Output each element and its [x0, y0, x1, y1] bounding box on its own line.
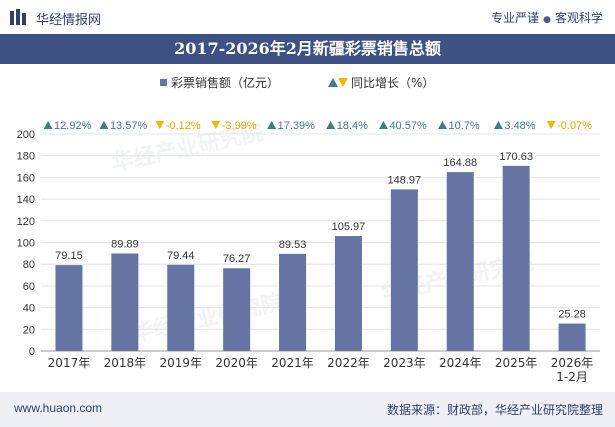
y-tick-label: 100 [17, 238, 35, 250]
bar-value-label: 170.63 [499, 151, 533, 163]
bar [446, 172, 474, 351]
x-tick-label: 2025年 [495, 356, 538, 370]
slogan: 专业严谨 ● 客观科学 [491, 9, 603, 26]
bar [279, 253, 307, 351]
y-tick-label: 140 [17, 194, 35, 206]
y-tick-label: 60 [23, 281, 35, 293]
growth-up-triangle-icon [43, 121, 53, 129]
growth-up-triangle-icon [326, 121, 336, 129]
chart-title: 2017-2026年2月新疆彩票销售总额 [174, 39, 441, 58]
bar-value-label: 89.53 [279, 239, 307, 251]
footer-bar: www.huaon.com 数据来源：财政部，华经产业研究院整理 [0, 392, 615, 427]
chart-legend: 彩票销售额（亿元） 同比增长（%） [0, 74, 615, 94]
bar-value-label: 79.15 [55, 250, 83, 262]
brand-logo-icon [10, 9, 26, 25]
growth-label: -0.12% [166, 120, 201, 132]
bar [167, 264, 195, 351]
footer-site: www.huaon.com [14, 401, 103, 415]
growth-up-triangle-icon [99, 121, 109, 129]
bar-value-label: 76.27 [223, 253, 251, 265]
y-tick-label: 0 [29, 346, 35, 358]
x-tick-label: 2017年 [48, 356, 91, 370]
legend-growth-label: 同比增长（%） [351, 76, 435, 90]
legend-item-growth: 同比增长（%） [328, 74, 434, 91]
y-tick-label: 200 [17, 129, 35, 141]
bar [334, 236, 362, 351]
growth-down-triangle-icon [211, 121, 221, 129]
growth-up-triangle-icon [267, 121, 277, 129]
slogan-separator: ● [543, 15, 551, 25]
growth-label: 18.4% [337, 120, 368, 132]
growth-label: 3.48% [504, 120, 535, 132]
bar-value-label: 89.89 [111, 238, 139, 250]
bar [111, 253, 139, 351]
x-tick-label: 2019年 [159, 356, 202, 370]
growth-up-triangle-icon [493, 121, 503, 129]
bar-value-label: 164.88 [443, 157, 477, 169]
bar-value-label: 105.97 [332, 221, 366, 233]
y-tick-label: 20 [23, 324, 35, 336]
y-tick-label: 80 [23, 259, 35, 271]
title-bar: 2017-2026年2月新疆彩票销售总额 [0, 34, 615, 64]
legend-item-sales: 彩票销售额（亿元） [160, 74, 279, 91]
legend-down-triangle-icon [338, 77, 348, 87]
bar [502, 165, 530, 351]
growth-label: -0.07% [557, 120, 592, 132]
footer-source: 数据来源：财政部，华经产业研究院整理 [386, 403, 603, 417]
bar [390, 189, 418, 351]
growth-down-triangle-icon [155, 121, 165, 129]
slogan-left: 专业严谨 [491, 11, 540, 25]
growth-label: 17.39% [278, 120, 316, 132]
x-tick-label: 2024年 [439, 356, 482, 370]
growth-label: 13.57% [110, 120, 148, 132]
legend-sales-label: 彩票销售额（亿元） [171, 76, 280, 90]
y-tick-label: 180 [17, 151, 35, 163]
bar [558, 323, 586, 351]
y-tick-label: 120 [17, 216, 35, 228]
y-tick-label: 40 [23, 303, 35, 315]
x-tick-label: 2020年 [215, 356, 258, 370]
growth-label: -3.99% [222, 120, 257, 132]
x-tick-label: 2021年 [271, 356, 314, 370]
bar-value-label: 79.44 [167, 250, 195, 262]
bar [223, 268, 251, 351]
legend-up-triangle-icon [328, 77, 338, 87]
growth-label: 40.57% [389, 120, 427, 132]
bar-value-label: 25.28 [558, 309, 586, 321]
growth-up-triangle-icon [438, 121, 447, 129]
growth-label: 10.7% [449, 120, 480, 132]
brand-name: 华经情报网 [36, 13, 102, 28]
growth-down-triangle-icon [546, 121, 556, 129]
growth-label: 12.92% [54, 120, 92, 132]
legend-bar-swatch-icon [160, 79, 167, 86]
top-bar: 华经情报网 专业严谨 ● 客观科学 [0, 0, 615, 34]
x-tick-label: 2026年 1-2月 [551, 356, 594, 384]
bar [55, 265, 83, 351]
slogan-right: 客观科学 [554, 11, 603, 25]
growth-up-triangle-icon [378, 121, 388, 129]
x-tick-label: 2023年 [383, 356, 426, 370]
x-tick-label: 2022年 [327, 356, 370, 370]
y-tick-label: 160 [17, 172, 35, 184]
x-tick-label: 2018年 [104, 356, 147, 370]
bar-value-label: 148.97 [388, 174, 422, 186]
